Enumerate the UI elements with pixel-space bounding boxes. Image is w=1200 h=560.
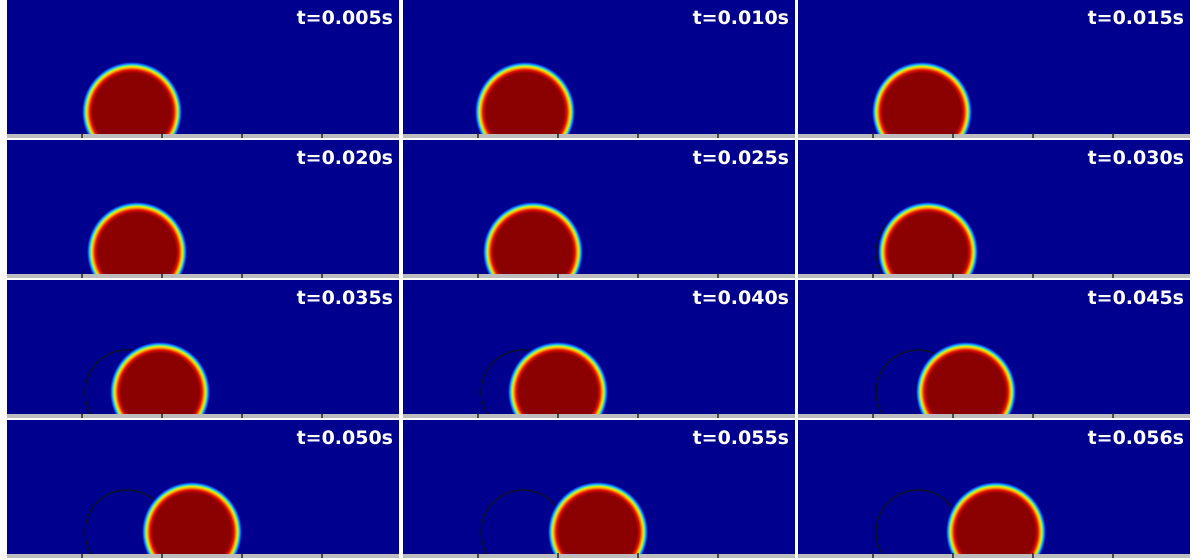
time-label: t=0.056s	[1088, 427, 1184, 449]
substrate	[798, 414, 1190, 418]
time-label: t=0.055s	[693, 427, 789, 449]
time-label: t=0.025s	[693, 147, 789, 169]
substrate	[7, 274, 399, 278]
page: t=0.005s t=0.010s t=0.015s t=0.020s t=0.025s…	[0, 0, 1200, 560]
time-label: t=0.020s	[297, 147, 393, 169]
figure: t=0.005s t=0.010s t=0.015s t=0.020s t=0.025s…	[0, 0, 1200, 560]
substrate	[7, 414, 399, 418]
frame-panel: t=0.020s	[7, 140, 399, 302]
substrate	[7, 134, 399, 138]
time-label: t=0.040s	[693, 287, 789, 309]
frame-panel: t=0.030s	[798, 140, 1190, 302]
substrate	[403, 554, 795, 558]
frame-panel: t=0.025s	[403, 140, 795, 302]
frame-panel: t=0.056s	[798, 420, 1190, 560]
substrate	[798, 274, 1190, 278]
substrate	[403, 414, 795, 418]
substrate	[403, 274, 795, 278]
frame-panel: t=0.035s	[7, 280, 399, 442]
frame-panel: t=0.010s	[403, 0, 795, 162]
frame-panel: t=0.045s	[798, 280, 1190, 442]
time-label: t=0.010s	[693, 7, 789, 29]
substrate	[798, 554, 1190, 558]
substrate	[798, 134, 1190, 138]
frame-panel: t=0.050s	[7, 420, 399, 560]
frame-panel: t=0.015s	[798, 0, 1190, 162]
time-label: t=0.050s	[297, 427, 393, 449]
time-label: t=0.045s	[1088, 287, 1184, 309]
frame-panel: t=0.005s	[7, 0, 399, 162]
time-label: t=0.005s	[297, 7, 393, 29]
time-label: t=0.030s	[1088, 147, 1184, 169]
substrate	[7, 554, 399, 558]
frame-panel: t=0.040s	[403, 280, 795, 442]
time-label: t=0.035s	[297, 287, 393, 309]
frame-panel: t=0.055s	[403, 420, 795, 560]
substrate	[403, 134, 795, 138]
time-label: t=0.015s	[1088, 7, 1184, 29]
